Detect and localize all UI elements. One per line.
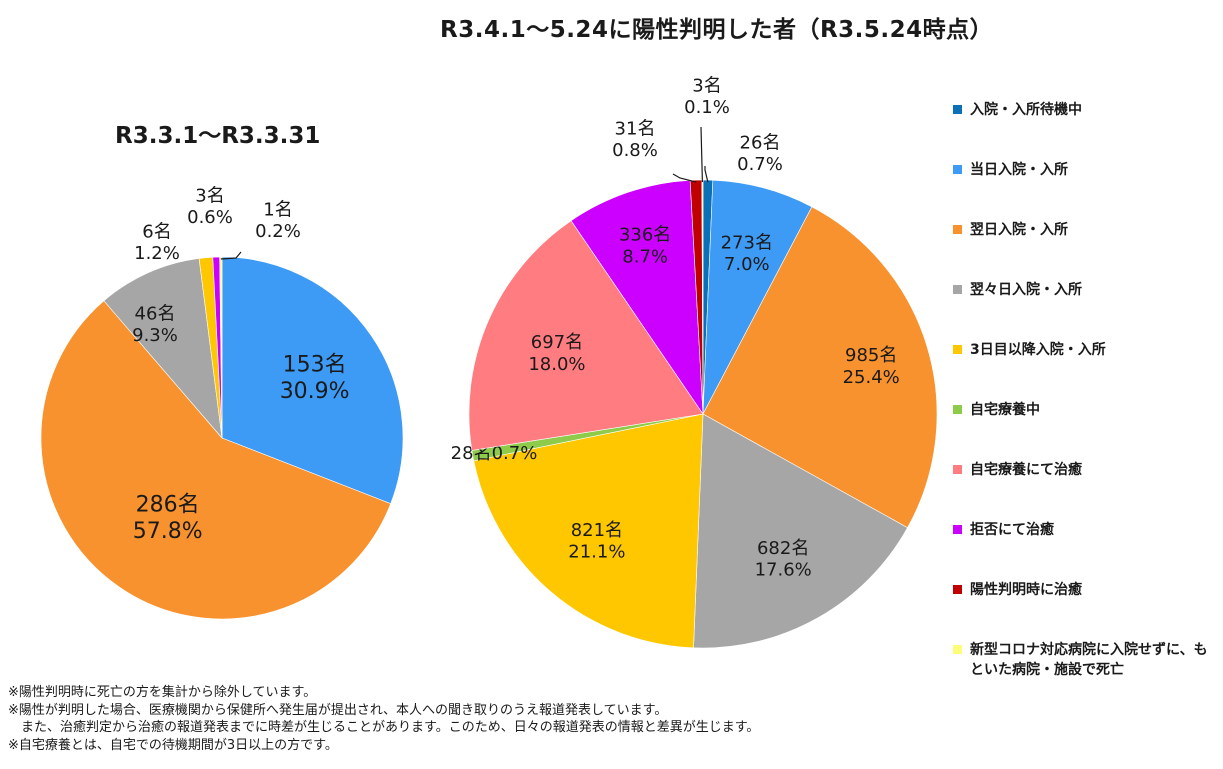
- count-label: 682名: [757, 538, 809, 559]
- pie-slice: [693, 413, 908, 649]
- pie-slice: [702, 206, 938, 529]
- percent-label: 8.7%: [622, 246, 668, 267]
- pie-slice: [221, 256, 404, 505]
- percent-label: 0.7%: [737, 154, 783, 175]
- legend-label: 新型コロナ対応病院に入院せずに、もといた病院・施設で死亡: [970, 642, 1208, 678]
- percent-label: 1.2%: [134, 243, 180, 264]
- legend-item: 翌々日入院・入所: [953, 280, 1210, 300]
- leader-line: [704, 166, 709, 183]
- legend-item: 自宅療養中: [953, 400, 1210, 420]
- legend-label: 拒否にて治癒: [970, 522, 1054, 538]
- percent-label: 57.8%: [133, 519, 203, 544]
- leader-line: [672, 173, 697, 183]
- pie-slice: [570, 180, 704, 416]
- count-label: 3名: [195, 185, 224, 206]
- legend-swatch: [953, 525, 962, 534]
- count-label: 821名: [571, 520, 623, 541]
- count-label: 273名: [721, 233, 773, 254]
- count-label: 286名: [136, 493, 200, 518]
- legend-swatch: [953, 345, 962, 354]
- legend-label: 自宅療養中: [970, 402, 1040, 418]
- pie-slice: [468, 220, 704, 451]
- count-label: 31名: [615, 118, 656, 139]
- percent-label: 0.6%: [187, 207, 233, 228]
- legend-item: 陽性判明時に治癒: [953, 580, 1210, 600]
- legend-swatch: [953, 285, 962, 294]
- legend-label: 陽性判明時に治癒: [970, 582, 1082, 598]
- legend-swatch: [953, 585, 962, 594]
- legend-item: 入院・入所待機中: [953, 100, 1210, 120]
- legend-label: 翌日入院・入所: [970, 222, 1068, 238]
- percent-label: 0.2%: [255, 221, 301, 242]
- legend-swatch: [953, 105, 962, 114]
- count-label: 1名: [263, 199, 292, 220]
- legend-swatch: [953, 465, 962, 474]
- count-label: 336名: [619, 225, 671, 246]
- legend-item: 翌日入院・入所: [953, 220, 1210, 240]
- percent-label: 9.3%: [132, 325, 178, 346]
- legend-label: 入院・入所待機中: [970, 102, 1082, 118]
- leader-line: [700, 126, 703, 183]
- legend-swatch: [953, 225, 962, 234]
- left-chart-title: R3.3.1〜R3.3.31: [115, 123, 321, 149]
- pie-slice: [219, 256, 223, 439]
- count-label: 3名: [692, 75, 721, 96]
- legend-label: 翌々日入院・入所: [970, 282, 1082, 298]
- count-label: 985名: [845, 345, 897, 366]
- percent-label: 17.6%: [755, 560, 812, 581]
- footnotes: ※陽性判明時に死亡の方を集計から除外しています。 ※陽性が判明した場合、医療機関…: [8, 684, 759, 754]
- legend-label: 自宅療養にて治癒: [970, 462, 1082, 478]
- pie-slice: [473, 413, 704, 649]
- footnote-line: ※自宅療養とは、自宅での待機期間が3日以上の方です。: [8, 737, 338, 753]
- percent-label: 7.0%: [724, 254, 770, 275]
- footnote-line: また、治癒判定から治癒の報道発表までに時差が生じることがあります。このため、日々…: [8, 720, 760, 735]
- legend-label: 3日目以降入院・入所: [970, 342, 1106, 358]
- count-label: 153名: [283, 352, 347, 377]
- legend-item: 新型コロナ対応病院に入院せずに、もといた病院・施設で死亡: [953, 640, 1210, 680]
- percent-label: 0.1%: [684, 97, 730, 118]
- count-label: 697名: [531, 332, 583, 353]
- count-label: 6名: [142, 221, 171, 242]
- legend-item: 拒否にて治癒: [953, 520, 1210, 540]
- percent-label: 30.9%: [280, 379, 350, 404]
- pie-slice: [702, 179, 813, 415]
- leader-line: [220, 251, 242, 260]
- count-label: 46名: [135, 303, 176, 324]
- percent-label: 18.0%: [528, 354, 585, 375]
- footnote-line: ※陽性が判明した場合、医療機関から保健所へ発生届が提出され、本人への聞き取りのう…: [8, 702, 668, 718]
- legend-item: 当日入院・入所: [953, 160, 1210, 180]
- main-chart-title: R3.4.1〜5.24に陽性判明した者（R3.5.24時点）: [440, 17, 994, 43]
- legend-item: 自宅療養にて治癒: [953, 460, 1210, 480]
- footnote-line: ※陽性判明時に死亡の方を集計から除外しています。: [8, 685, 317, 700]
- legend-item: 3日目以降入院・入所: [953, 340, 1210, 360]
- percent-label: 21.1%: [568, 542, 625, 563]
- legend-swatch: [953, 405, 962, 414]
- percent-label: 0.8%: [612, 140, 658, 161]
- count-label: 26名: [740, 132, 781, 153]
- pie-slice: [103, 258, 223, 439]
- pie-slice: [40, 300, 392, 620]
- legend-label: 当日入院・入所: [970, 162, 1068, 178]
- legend-swatch: [953, 645, 962, 654]
- percent-label: 25.4%: [843, 367, 900, 388]
- legend-swatch: [953, 165, 962, 174]
